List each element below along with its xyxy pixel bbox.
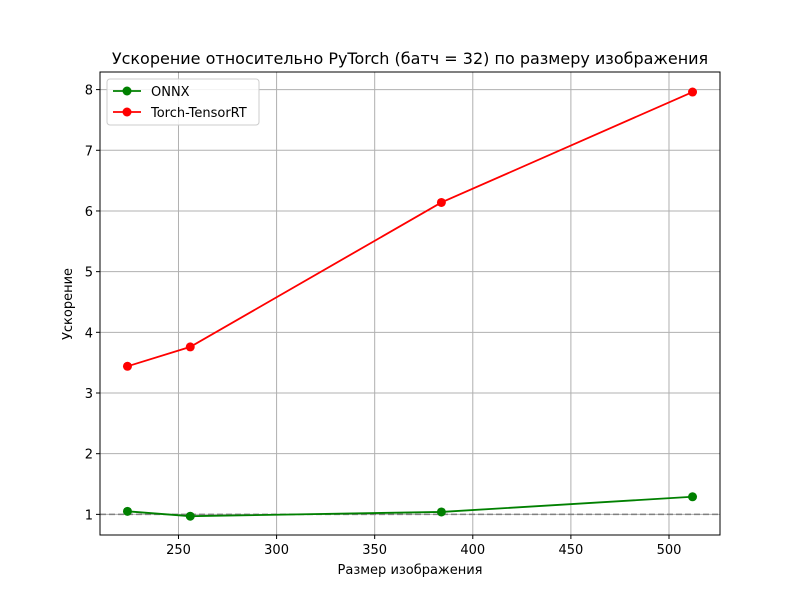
plot-frame xyxy=(99,71,721,536)
x-tick-label-300: 300 xyxy=(264,543,289,558)
series-1-point-1 xyxy=(185,342,195,352)
grid xyxy=(100,72,720,535)
y-tick-label-4: 4 xyxy=(85,326,93,341)
legend-label-1: Torch-TensorRT xyxy=(150,106,247,121)
series-1-point-3 xyxy=(688,87,698,97)
x-axis-label: Размер изображения xyxy=(338,563,483,578)
y-axis-label: Ускорение xyxy=(61,268,76,340)
legend: ONNX Torch-TensorRT xyxy=(106,78,260,126)
x-tick-label-500: 500 xyxy=(657,543,682,558)
series-1-point-0 xyxy=(122,361,132,371)
series-0-point-2 xyxy=(436,507,446,517)
y-tick-label-7: 7 xyxy=(85,144,93,159)
y-tick-label-6: 6 xyxy=(85,205,93,220)
y-tick-label-2: 2 xyxy=(85,448,93,463)
y-tick-label-3: 3 xyxy=(85,387,93,402)
series-1-point-2 xyxy=(436,197,446,207)
y-tick-label-1: 1 xyxy=(85,508,93,523)
series-0-point-0 xyxy=(122,506,132,516)
legend-box xyxy=(106,78,260,126)
x-axis-ticks: 250 300 350 400 450 500 xyxy=(166,535,681,558)
x-tick-label-350: 350 xyxy=(362,543,387,558)
x-tick-label-250: 250 xyxy=(166,543,191,558)
series-line-0 xyxy=(127,495,693,518)
legend-marker-0 xyxy=(122,86,132,96)
series-0-point-3 xyxy=(688,492,698,502)
legend-label-0: ONNX xyxy=(151,85,190,100)
legend-marker-1 xyxy=(122,107,132,117)
y-tick-label-5: 5 xyxy=(85,266,93,281)
y-tick-label-8: 8 xyxy=(85,84,93,99)
y-axis-ticks: 1 2 3 4 5 6 7 8 xyxy=(85,84,100,523)
x-tick-label-450: 450 xyxy=(558,543,583,558)
series-group xyxy=(122,87,698,521)
chart-title: Ускорение относительно PyTorch (батч = 3… xyxy=(112,49,708,68)
series-line-1 xyxy=(127,91,693,368)
series-0-point-1 xyxy=(185,511,195,521)
x-tick-label-400: 400 xyxy=(460,543,485,558)
